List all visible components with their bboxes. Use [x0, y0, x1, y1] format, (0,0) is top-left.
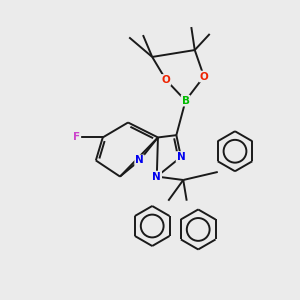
Text: O: O: [200, 71, 208, 82]
Text: B: B: [182, 96, 190, 106]
Text: N: N: [177, 152, 185, 162]
Text: N: N: [152, 172, 161, 182]
Text: O: O: [162, 75, 170, 85]
Text: F: F: [73, 133, 80, 142]
Text: N: N: [135, 155, 144, 166]
